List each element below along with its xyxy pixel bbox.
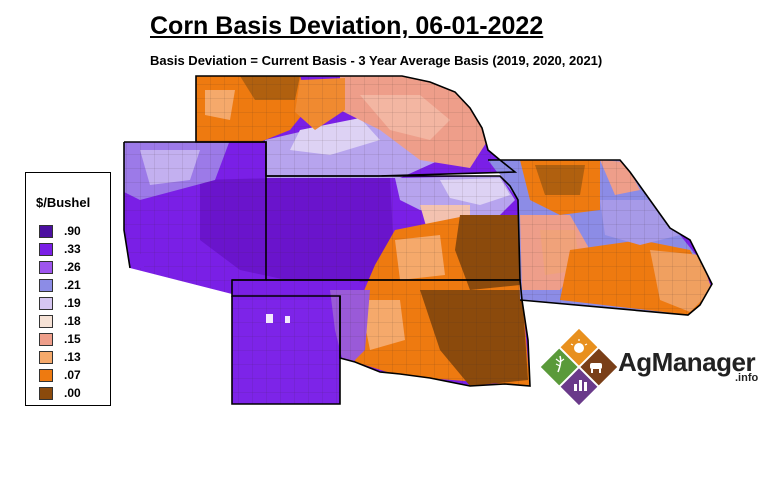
legend-swatch (39, 333, 53, 346)
map-title: Corn Basis Deviation, 06-01-2022 (150, 12, 544, 40)
legend-label: .18 (64, 314, 81, 328)
legend-swatch (39, 369, 53, 382)
legend-swatch (39, 261, 53, 274)
legend-swatch (39, 243, 53, 256)
legend-swatch (39, 225, 53, 238)
legend-title: $/Bushel (36, 195, 91, 210)
legend-swatch (39, 387, 53, 400)
legend-label: .19 (64, 296, 81, 310)
legend-label: .07 (64, 368, 81, 382)
legend-label: .00 (64, 386, 81, 400)
legend-swatch (39, 315, 53, 328)
legend-label: .21 (64, 278, 81, 292)
legend-label: .15 (64, 332, 81, 346)
legend-label: .26 (64, 260, 81, 274)
agmanager-logo-icon (540, 328, 618, 406)
legend-label: .13 (64, 350, 81, 364)
legend-swatch (39, 279, 53, 292)
logo-suffix: .info (735, 372, 759, 384)
legend-swatch (39, 297, 53, 310)
map-subtitle: Basis Deviation = Current Basis - 3 Year… (150, 53, 603, 68)
legend-swatch (39, 351, 53, 364)
legend-label: .90 (64, 224, 81, 238)
legend: $/Bushel .90 .33 .26 .21 .19 .18 .15 .13… (25, 172, 111, 406)
logo-wordmark: AgManager (618, 347, 756, 377)
legend-label: .33 (64, 242, 81, 256)
